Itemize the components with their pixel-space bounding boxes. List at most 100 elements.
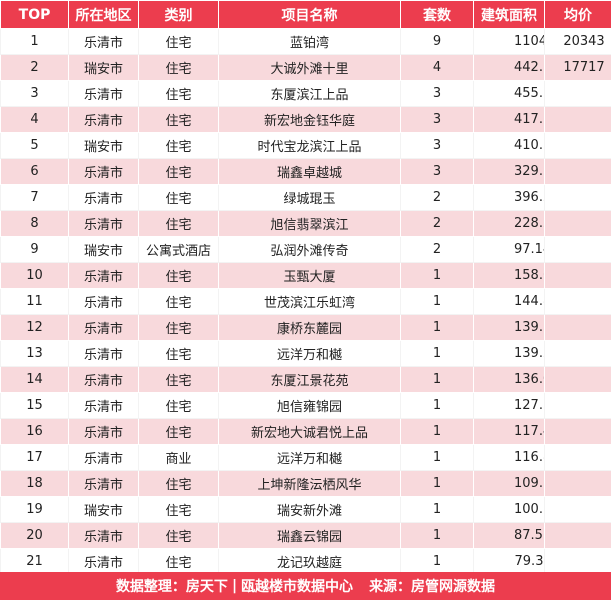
cell-price xyxy=(544,496,611,523)
cell-category: 住宅 xyxy=(138,496,219,523)
cell-area: 117.4 xyxy=(473,418,545,445)
header-category: 类别 xyxy=(138,0,219,29)
table-row: 21 乐清市 住宅 龙记玖越庭 1 79.3 xyxy=(0,548,611,575)
cell-category: 住宅 xyxy=(138,340,219,367)
cell-area: 79.3 xyxy=(473,548,545,575)
cell-project: 龙记玖越庭 xyxy=(218,548,401,575)
cell-area: 139.26 xyxy=(473,340,545,367)
cell-units: 1 xyxy=(400,496,474,523)
sales-ranking-table: TOP 所在地区 类别 项目名称 套数 建筑面积 均价 1 乐清市 住宅 蓝铂湾 9 11… xyxy=(0,0,611,575)
cell-region: 瑞安市 xyxy=(68,54,139,81)
cell-area: 136.09 xyxy=(473,366,545,393)
cell-region: 乐清市 xyxy=(68,288,139,315)
cell-category: 住宅 xyxy=(138,210,219,237)
header-region: 所在地区 xyxy=(68,0,139,29)
cell-area: 442.17 xyxy=(473,54,545,81)
cell-units: 3 xyxy=(400,106,474,133)
cell-category: 住宅 xyxy=(138,366,219,393)
cell-price xyxy=(544,340,611,367)
footer-data-center: 瓯越楼市数据中心 xyxy=(241,579,354,595)
footer-source: 来源：房管网源数据 xyxy=(369,579,496,595)
cell-units: 1 xyxy=(400,288,474,315)
cell-category: 住宅 xyxy=(138,28,219,55)
cell-rank: 18 xyxy=(0,470,69,497)
cell-rank: 15 xyxy=(0,392,69,419)
cell-price xyxy=(544,470,611,497)
cell-price: 17717 xyxy=(544,54,611,81)
cell-rank: 20 xyxy=(0,522,69,549)
cell-units: 9 xyxy=(400,28,474,55)
footer-compiled-by: 数据整理：房天下 xyxy=(115,579,228,595)
cell-price xyxy=(544,366,611,393)
cell-project: 上坤新隆沄栖风华 xyxy=(218,470,401,497)
cell-area: 127.36 xyxy=(473,392,545,419)
cell-category: 住宅 xyxy=(138,54,219,81)
header-units: 套数 xyxy=(400,0,474,29)
header-project: 项目名称 xyxy=(218,0,401,29)
cell-area: 396.22 xyxy=(473,184,545,211)
cell-region: 乐清市 xyxy=(68,392,139,419)
cell-project: 蓝铂湾 xyxy=(218,28,401,55)
cell-region: 乐清市 xyxy=(68,80,139,107)
header-rank: TOP xyxy=(0,0,69,29)
cell-price xyxy=(544,392,611,419)
header-price: 均价 xyxy=(544,0,611,29)
cell-units: 2 xyxy=(400,210,474,237)
cell-region: 乐清市 xyxy=(68,28,139,55)
cell-rank: 4 xyxy=(0,106,69,133)
cell-rank: 13 xyxy=(0,340,69,367)
cell-rank: 10 xyxy=(0,262,69,289)
cell-units: 1 xyxy=(400,470,474,497)
cell-area: 417.5 xyxy=(473,106,545,133)
cell-price xyxy=(544,210,611,237)
cell-units: 3 xyxy=(400,158,474,185)
cell-rank: 12 xyxy=(0,314,69,341)
cell-area: 228.2 xyxy=(473,210,545,237)
cell-category: 公寓式酒店 xyxy=(138,236,219,263)
cell-category: 住宅 xyxy=(138,106,219,133)
cell-area: 144.82 xyxy=(473,288,545,315)
footer-banner: 数据整理：房天下 | 瓯越楼市数据中心 来源：房管网源数据 xyxy=(0,572,611,600)
cell-units: 1 xyxy=(400,522,474,549)
cell-region: 乐清市 xyxy=(68,314,139,341)
cell-price xyxy=(544,418,611,445)
cell-project: 远洋万和樾 xyxy=(218,340,401,367)
cell-region: 乐清市 xyxy=(68,522,139,549)
cell-region: 乐清市 xyxy=(68,470,139,497)
cell-project: 玉甄大厦 xyxy=(218,262,401,289)
cell-project: 世茂滨江乐虹湾 xyxy=(218,288,401,315)
cell-category: 住宅 xyxy=(138,392,219,419)
cell-units: 3 xyxy=(400,80,474,107)
table-body: 1乐清市住宅蓝铂湾91104.1203432瑞安市住宅大诚外滩十里4442.17… xyxy=(0,28,611,575)
cell-area: 455.33 xyxy=(473,80,545,107)
cell-units: 1 xyxy=(400,418,474,445)
cell-project: 时代宝龙滨江上品 xyxy=(218,132,401,159)
cell-price: 20343 xyxy=(544,28,611,55)
cell-rank: 17 xyxy=(0,444,69,471)
cell-category: 住宅 xyxy=(138,470,219,497)
cell-category: 住宅 xyxy=(138,314,219,341)
cell-rank: 21 xyxy=(0,548,69,575)
cell-price xyxy=(544,184,611,211)
cell-project: 绿城琨玉 xyxy=(218,184,401,211)
cell-region: 瑞安市 xyxy=(68,236,139,263)
cell-area: 109.39 xyxy=(473,470,545,497)
cell-category: 住宅 xyxy=(138,262,219,289)
cell-rank: 9 xyxy=(0,236,69,263)
cell-rank: 2 xyxy=(0,54,69,81)
cell-region: 乐清市 xyxy=(68,158,139,185)
cell-rank: 11 xyxy=(0,288,69,315)
cell-category: 住宅 xyxy=(138,80,219,107)
cell-units: 1 xyxy=(400,392,474,419)
cell-rank: 6 xyxy=(0,158,69,185)
